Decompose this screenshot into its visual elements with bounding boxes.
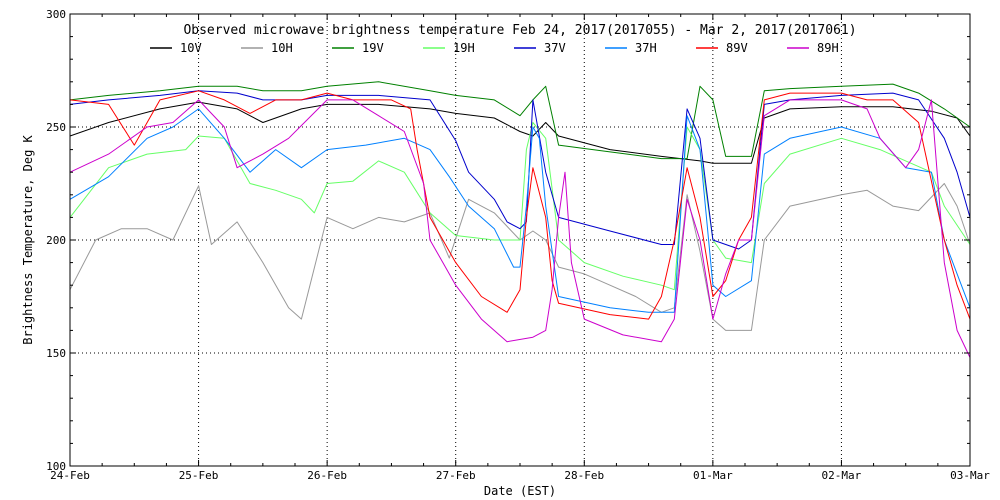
y-tick-label: 100 <box>46 460 66 473</box>
series-line-10v <box>69 101 971 164</box>
legend-label-19h: 19H <box>453 41 475 55</box>
legend: 10V 10H 19V 19H 37V 37H 89V 89H <box>150 41 839 55</box>
axis-ticks: 100 150 200 250 300 24-Feb 25-Feb 26-Feb 27-Feb 2… <box>46 8 990 482</box>
series-line-19h <box>69 122 971 291</box>
series-line-89v <box>69 90 971 320</box>
x-axis-title: Date (EST) <box>484 484 556 498</box>
x-tick-label: 03-Mar <box>950 469 990 482</box>
x-tick-label: 01-Mar <box>693 469 733 482</box>
legend-label-89h: 89H <box>817 41 839 55</box>
legend-label-37v: 37V <box>544 41 566 55</box>
y-tick-label: 250 <box>46 121 66 134</box>
y-tick-label: 200 <box>46 234 66 247</box>
series-line-37h <box>69 108 971 313</box>
legend-label-10h: 10H <box>271 41 293 55</box>
legend-label-89v: 89V <box>726 41 748 55</box>
grid-lines <box>70 14 970 466</box>
series-line-89h <box>69 99 971 358</box>
x-tick-label: 25-Feb <box>179 469 219 482</box>
series-line-10h <box>69 183 971 331</box>
chart-title: Observed microwave brightness temperatur… <box>183 23 856 38</box>
series-line-19v <box>69 81 971 160</box>
x-tick-label: 24-Feb <box>50 469 90 482</box>
series-lines <box>69 81 971 358</box>
x-tick-label: 02-Mar <box>822 469 862 482</box>
y-tick-label: 300 <box>46 8 66 21</box>
y-axis-title: Brightness Temperature, Deg K <box>21 134 35 344</box>
y-tick-label: 150 <box>46 347 66 360</box>
legend-label-19v: 19V <box>362 41 384 55</box>
x-tick-label: 28-Feb <box>564 469 604 482</box>
x-tick-label: 26-Feb <box>307 469 347 482</box>
series-line-37v <box>69 90 971 250</box>
x-tick-label: 27-Feb <box>436 469 476 482</box>
legend-label-37h: 37H <box>635 41 657 55</box>
legend-label-10v: 10V <box>180 41 202 55</box>
